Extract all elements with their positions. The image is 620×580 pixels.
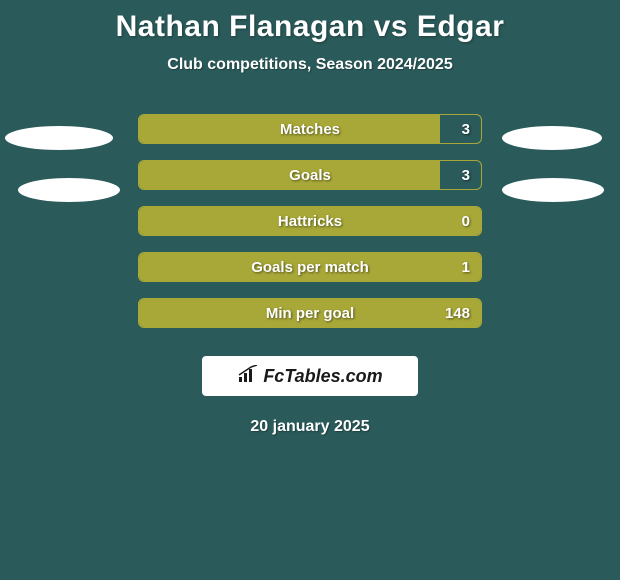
stat-label: Hattricks bbox=[278, 213, 342, 230]
subtitle: Club competitions, Season 2024/2025 bbox=[167, 56, 452, 74]
stat-value-right: 148 bbox=[445, 305, 470, 322]
stat-value-right: 1 bbox=[462, 259, 470, 276]
stat-row-hattricks: Hattricks 0 bbox=[0, 198, 620, 244]
stat-label: Goals per match bbox=[251, 259, 369, 276]
date-text: 20 january 2025 bbox=[250, 418, 369, 436]
stat-label: Matches bbox=[280, 121, 340, 138]
stat-label: Min per goal bbox=[266, 305, 354, 322]
stat-label: Goals bbox=[289, 167, 331, 184]
decorative-ellipse bbox=[502, 178, 604, 202]
stat-row-min-per-goal: Min per goal 148 bbox=[0, 290, 620, 336]
stat-value-right: 0 bbox=[462, 213, 470, 230]
stat-value-right: 3 bbox=[462, 167, 470, 184]
chart-icon bbox=[237, 365, 259, 388]
main-container: Nathan Flanagan vs Edgar Club competitio… bbox=[0, 0, 620, 436]
logo-text: FcTables.com bbox=[263, 366, 382, 387]
stat-row-goals-per-match: Goals per match 1 bbox=[0, 244, 620, 290]
logo-box[interactable]: FcTables.com bbox=[202, 356, 418, 396]
decorative-ellipse bbox=[502, 126, 602, 150]
decorative-ellipse bbox=[5, 126, 113, 150]
decorative-ellipse bbox=[18, 178, 120, 202]
stat-value-right: 3 bbox=[462, 121, 470, 138]
page-title: Nathan Flanagan vs Edgar bbox=[116, 10, 505, 44]
